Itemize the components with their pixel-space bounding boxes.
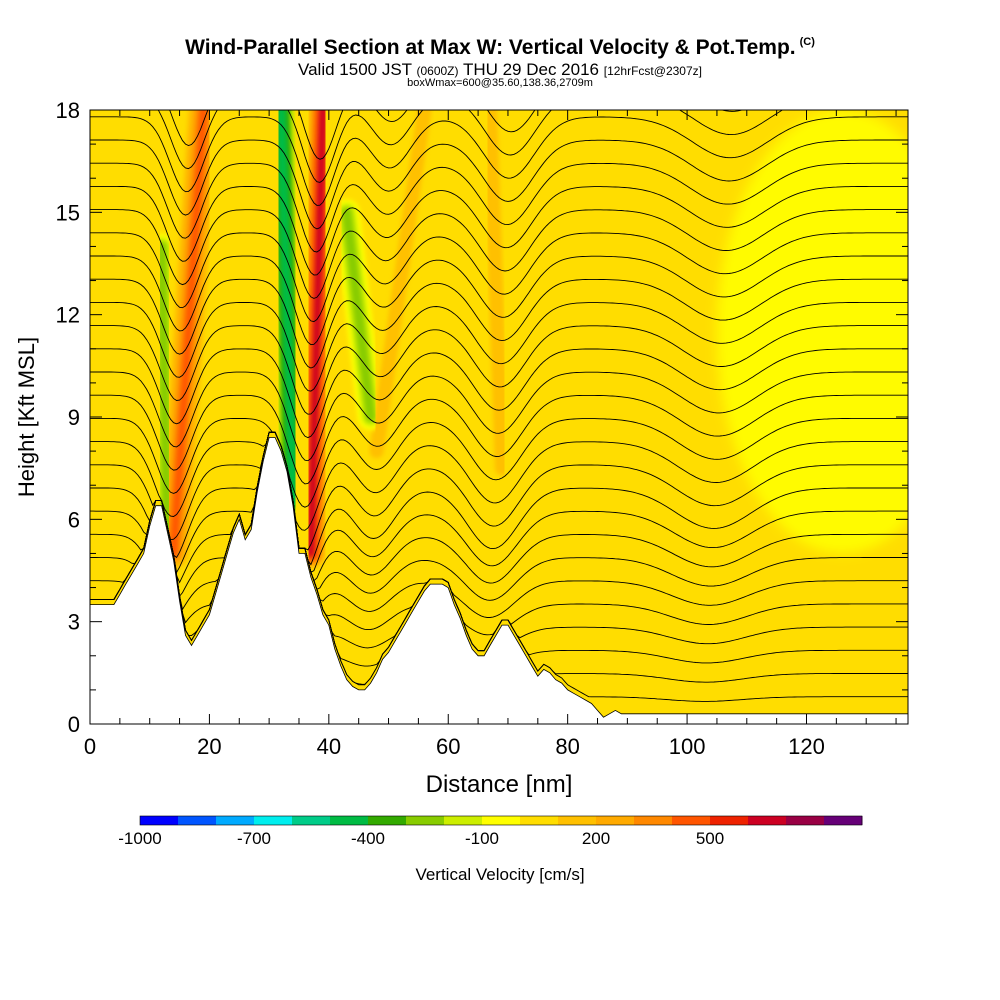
- y-axis: 0 3 6 9 12 15 18: [56, 98, 908, 737]
- isentrope-9: [90, 431, 908, 566]
- isentrope-17: [90, 301, 908, 392]
- colorbar-tick-label-5: 500: [696, 829, 724, 848]
- colorbar-frame: [139, 815, 863, 826]
- colorbar-swatch-14: [672, 816, 711, 825]
- colorbar-swatch-15: [710, 816, 749, 825]
- isentrope-8: [90, 431, 908, 574]
- y-tick-label-5: 15: [56, 200, 80, 225]
- isentrope-6: [90, 431, 908, 601]
- y-tick-label-4: 12: [56, 303, 80, 328]
- x-axis-label: Distance [nm]: [426, 771, 573, 798]
- isentrope-25: [90, 116, 908, 206]
- isentrope-20: [90, 232, 908, 323]
- isentrope-22: [90, 185, 908, 276]
- x-tick-label-2: 40: [317, 734, 341, 759]
- y-tick-label-3: 9: [68, 405, 80, 430]
- y-axis-label: Height [Kft MSL]: [14, 337, 39, 497]
- ascent-band-2-layer-3: [373, 110, 428, 455]
- colorbar-swatch-3: [254, 816, 293, 825]
- colorbar: -1000 -700 -400 -100 200 500: [118, 815, 863, 848]
- colorbar-swatch-2: [216, 816, 255, 825]
- isentrope-16: [90, 325, 908, 415]
- colorbar-swatch-18: [824, 816, 863, 825]
- colorbar-swatch-9: [482, 816, 521, 825]
- isentrope-15: [90, 348, 908, 439]
- descent-band-0-layer-2: [156, 241, 173, 559]
- ascent-band-1-layer-3: [307, 110, 327, 557]
- isentrope-18: [90, 278, 908, 369]
- chart-subtitle: Valid 1500 JST (0600Z) THU 29 Dec 2016 […: [298, 60, 702, 79]
- isentrope-10: [90, 431, 908, 551]
- colorbar-tick-label-4: 200: [582, 829, 610, 848]
- isentrope-19: [90, 255, 908, 346]
- isentrope-13: [90, 394, 908, 485]
- colorbar-swatch-13: [634, 816, 673, 825]
- isentrope-24: [90, 139, 908, 230]
- velocity-bands: [148, 110, 517, 569]
- colorbar-tick-label-2: -400: [351, 829, 385, 848]
- plot-area: [90, 110, 908, 724]
- isentrope-11: [90, 431, 908, 531]
- weak-descent-area: [716, 110, 908, 554]
- chart-title: Wind-Parallel Section at Max W: Vertical…: [185, 36, 815, 59]
- terrain: [90, 437, 908, 724]
- colorbar-swatch-1: [178, 816, 217, 825]
- colorbar-tick-label-3: -100: [465, 829, 499, 848]
- isentrope-23: [90, 162, 908, 253]
- colorbar-swatch-11: [558, 816, 597, 825]
- isentrope-27: [169, 110, 744, 160]
- isentrope-12: [90, 417, 908, 508]
- colorbar-swatch-10: [520, 816, 559, 825]
- colorbar-swatch-17: [786, 816, 825, 825]
- colorbar-swatch-4: [292, 816, 331, 825]
- colorbar-swatch-5: [330, 816, 369, 825]
- colorbar-swatch-6: [368, 816, 407, 825]
- isentrope-26: [157, 110, 784, 183]
- descent-band-1-layer-2: [276, 110, 299, 508]
- colorbar-tick-label-0: -1000: [118, 829, 161, 848]
- isentrope-7: [90, 431, 908, 584]
- colorbar-label: Vertical Velocity [cm/s]: [415, 865, 584, 884]
- x-tick-label-1: 20: [197, 734, 221, 759]
- colorbar-swatch-16: [748, 816, 787, 825]
- colorbar-swatch-8: [444, 816, 483, 825]
- colorbar-tick-label-1: -700: [237, 829, 271, 848]
- x-axis: 0 20 40 60 80 100 120: [84, 110, 897, 759]
- isentrope-14: [90, 371, 908, 462]
- x-tick-label-0: 0: [84, 734, 96, 759]
- ascent-band-3-layer-3: [486, 110, 506, 472]
- isentrope-21: [90, 209, 908, 299]
- x-tick-label-4: 80: [555, 734, 579, 759]
- colorbar-swatch-0: [140, 816, 179, 825]
- x-tick-label-5: 100: [669, 734, 706, 759]
- colorbar-swatch-7: [406, 816, 445, 825]
- chart-box-info: boxWmax=600@35.60,138.36,2709m: [407, 77, 593, 89]
- y-tick-label-1: 3: [68, 610, 80, 635]
- colorbar-swatch-12: [596, 816, 635, 825]
- descent-band-2-layer-2: [341, 207, 376, 422]
- potential-temperature-contours: [90, 110, 908, 702]
- y-tick-label-2: 6: [68, 507, 80, 532]
- y-tick-label-6: 18: [56, 98, 80, 123]
- y-tick-label-0: 0: [68, 712, 80, 737]
- x-tick-label-6: 120: [788, 734, 825, 759]
- weak-descent-region: [716, 110, 908, 554]
- x-tick-label-3: 60: [436, 734, 460, 759]
